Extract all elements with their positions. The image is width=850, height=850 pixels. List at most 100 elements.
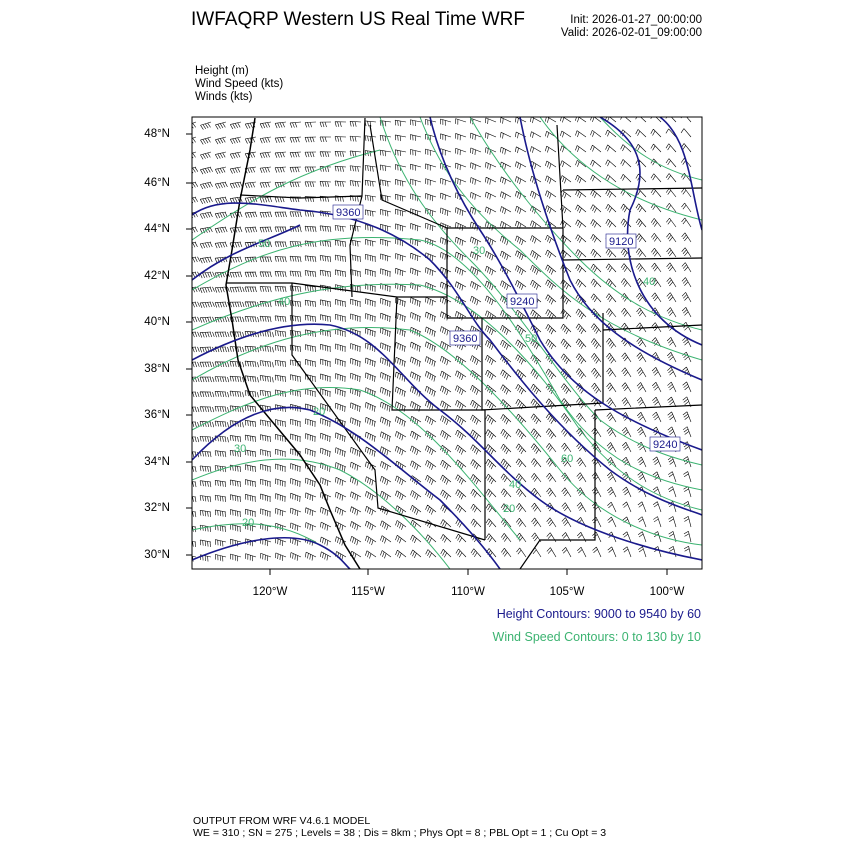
wind-barb xyxy=(591,472,602,483)
speed-label: 30 xyxy=(234,443,246,455)
wind-barb xyxy=(425,504,437,515)
wind-barb xyxy=(274,211,287,218)
wind-barb xyxy=(531,517,542,528)
wind-barb xyxy=(244,151,257,159)
wind-barb xyxy=(334,239,347,248)
wind-barb xyxy=(199,391,215,398)
wind-barb xyxy=(560,294,572,305)
wind-barb xyxy=(379,179,392,187)
wind-barb xyxy=(440,504,452,513)
wind-barb xyxy=(605,189,617,198)
wind-barb xyxy=(636,277,647,288)
wind-barb xyxy=(245,553,257,562)
wind-barb xyxy=(349,254,362,263)
wind-barb xyxy=(439,326,452,336)
wind-barb xyxy=(349,135,362,142)
wind-barb xyxy=(666,247,677,258)
wind-barb xyxy=(470,132,482,141)
wind-barb xyxy=(289,255,302,263)
wind-barb xyxy=(667,471,677,483)
wind-barb xyxy=(440,133,452,141)
wind-barb xyxy=(561,457,572,468)
height-contour-legend: Height Contours: 9000 to 9540 by 60 xyxy=(496,607,701,621)
wind-barb xyxy=(319,136,332,143)
wind-barb xyxy=(500,473,512,483)
wind-barb xyxy=(289,136,302,143)
wind-barb xyxy=(454,222,467,231)
wind-barb xyxy=(605,308,617,318)
wind-barb xyxy=(560,323,572,335)
wind-barb xyxy=(410,252,422,261)
wind-barb xyxy=(319,477,332,486)
wind-barb xyxy=(349,239,362,247)
wind-barb xyxy=(607,486,617,498)
wind-barb xyxy=(244,419,257,428)
wind-barb xyxy=(545,175,557,184)
wind-barb xyxy=(320,418,332,427)
wind-barb xyxy=(380,550,392,559)
wind-barb xyxy=(229,331,245,338)
wind-barb xyxy=(681,202,692,213)
wind-barb xyxy=(665,173,677,183)
wind-barb xyxy=(274,315,287,323)
wind-barb xyxy=(515,250,527,261)
wind-barb xyxy=(319,225,332,233)
wind-barb xyxy=(289,315,302,323)
height-contour xyxy=(192,323,702,561)
wind-barb xyxy=(576,427,587,438)
wind-barb xyxy=(607,501,617,513)
wind-barb xyxy=(667,381,677,393)
speed-contour xyxy=(192,149,381,241)
wind-barb xyxy=(320,343,332,352)
wind-barb xyxy=(651,277,662,288)
wind-barb xyxy=(304,181,317,188)
wind-barb xyxy=(199,361,215,368)
wind-barb xyxy=(666,232,677,243)
wind-barb xyxy=(244,390,259,398)
wind-barb xyxy=(395,179,407,187)
wind-barb xyxy=(244,196,258,204)
wind-barb xyxy=(590,159,602,168)
wind-barb xyxy=(305,388,317,397)
wind-barb xyxy=(364,165,377,172)
wind-barb xyxy=(274,226,287,233)
wind-barb xyxy=(635,248,647,258)
wind-barb xyxy=(425,193,437,202)
wind-barb xyxy=(470,385,482,395)
wind-barb xyxy=(605,218,617,228)
wind-barb xyxy=(290,522,302,531)
wind-barb xyxy=(244,211,258,218)
border xyxy=(291,283,486,541)
wind-barb xyxy=(515,220,527,229)
wind-barb xyxy=(576,412,587,423)
wind-barb xyxy=(380,342,392,352)
wind-barb xyxy=(229,361,245,368)
wind-barb xyxy=(289,241,302,248)
wind-barb xyxy=(410,267,422,276)
wind-barb xyxy=(229,494,242,503)
wind-barb xyxy=(319,151,332,158)
wind-barb xyxy=(289,552,302,561)
wind-barb xyxy=(469,251,482,261)
wind-barb xyxy=(425,237,437,246)
wind-barb xyxy=(592,516,602,528)
wind-barb xyxy=(681,217,692,228)
wind-barb xyxy=(335,358,347,367)
wind-barb xyxy=(560,175,572,184)
wind-barb xyxy=(637,516,647,528)
wind-barb xyxy=(305,418,317,427)
wind-barb xyxy=(230,538,242,547)
wind-barb xyxy=(380,327,392,337)
wind-barb xyxy=(454,266,467,276)
wind-barb xyxy=(380,268,392,277)
wind-barb xyxy=(439,296,452,306)
wind-barb xyxy=(650,203,662,213)
wind-barb xyxy=(620,278,632,288)
wind-barb xyxy=(529,146,542,153)
init-time: Init: 2026-01-27_00:00:00 xyxy=(570,14,702,26)
wind-barb xyxy=(244,286,257,293)
wind-barb xyxy=(665,128,677,138)
wind-barb xyxy=(622,546,632,558)
wind-barb xyxy=(319,240,332,248)
wind-barb xyxy=(561,487,572,498)
